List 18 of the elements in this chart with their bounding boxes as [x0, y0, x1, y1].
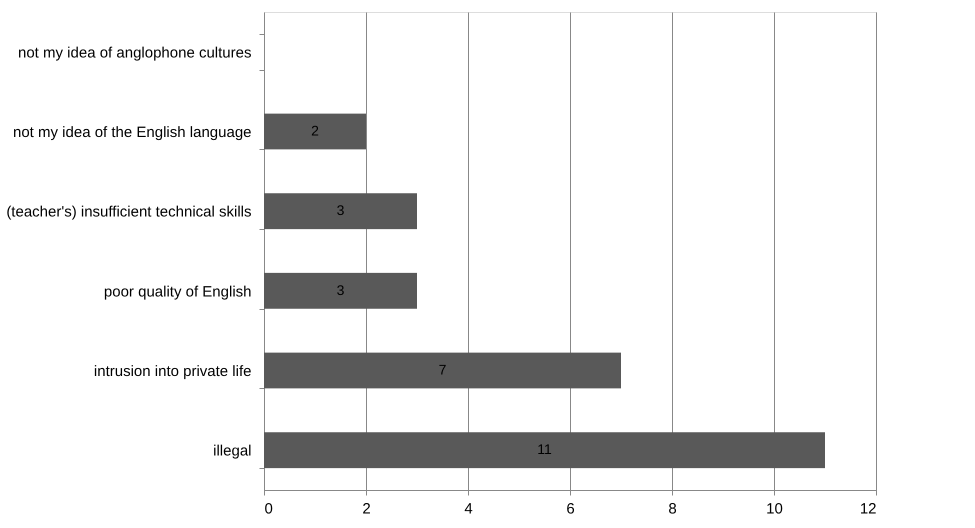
x-tick-label: 4 — [464, 500, 473, 518]
x-tick-label: 6 — [566, 500, 575, 518]
y-tick-label: poor quality of English — [104, 283, 252, 300]
data-label: 11 — [537, 441, 552, 458]
y-tick-label: not my idea of the English language — [13, 124, 252, 141]
y-tick-label: not my idea of anglophone cultures — [18, 44, 252, 62]
x-tick-label: 2 — [362, 500, 371, 518]
x-tick-label: 8 — [668, 500, 677, 518]
data-label: 3 — [336, 282, 345, 298]
x-tick-label: 0 — [264, 500, 273, 518]
x-tick-label: 12 — [860, 500, 876, 518]
y-tick-label: illegal — [213, 442, 252, 460]
data-label: 7 — [438, 362, 447, 378]
y-tick-label: (teacher's) insufficient technical skills — [6, 204, 252, 221]
x-tick-label: 10 — [766, 500, 783, 518]
data-label: 3 — [336, 202, 345, 218]
y-tick-label: intrusion into private life — [94, 363, 252, 380]
data-label: 2 — [311, 122, 320, 138]
